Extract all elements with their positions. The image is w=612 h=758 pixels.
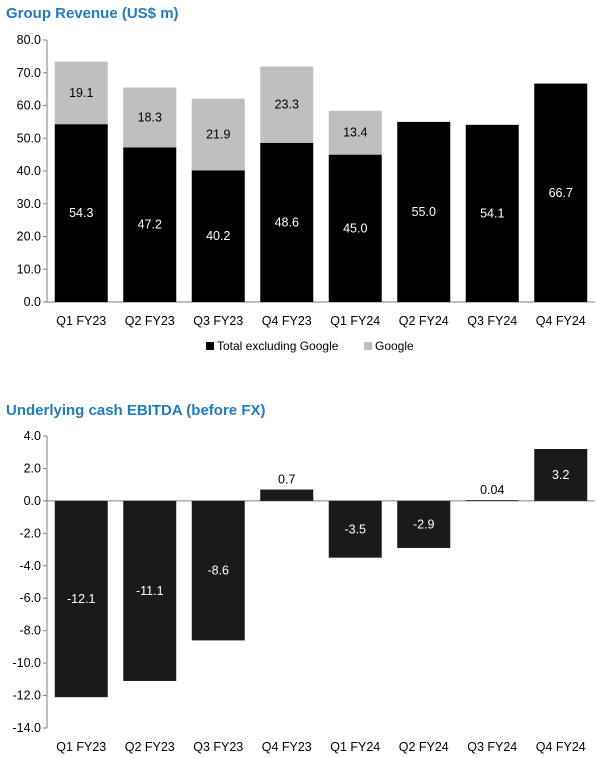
y-tick-label: 80.0 [17, 33, 41, 47]
data-label-ebitda: 3.2 [552, 468, 569, 482]
data-label-total-excl-google: 45.0 [343, 221, 367, 235]
data-label-total-excl-google: 55.0 [412, 205, 436, 219]
legend-swatch-total-excl-google [206, 342, 214, 350]
data-label-ebitda: -12.1 [67, 592, 96, 606]
bar-total-excl-google [191, 170, 245, 302]
y-tick-label: 70.0 [17, 66, 41, 80]
y-tick-label: -14.0 [13, 721, 42, 735]
data-label-ebitda: 0.04 [480, 483, 504, 497]
bar-total-excl-google [260, 142, 314, 302]
y-tick-label: 50.0 [17, 131, 41, 145]
x-tick-label: Q3 FY23 [193, 314, 243, 328]
y-tick-label: -2.0 [19, 526, 41, 540]
data-label-ebitda: 0.7 [278, 473, 295, 487]
data-label-ebitda: -3.5 [344, 522, 366, 536]
y-tick-label: -6.0 [19, 591, 41, 605]
data-label-total-excl-google: 54.1 [480, 206, 504, 220]
legend-label-google: Google [375, 339, 414, 353]
y-tick-label: 10.0 [17, 262, 41, 276]
bar-ebitda [191, 500, 245, 641]
y-tick-label: 0.0 [24, 494, 41, 508]
x-tick-label: Q2 FY24 [399, 740, 449, 754]
y-tick-label: -10.0 [13, 656, 42, 670]
data-label-total-excl-google: 48.6 [275, 215, 299, 229]
bar-ebitda [123, 500, 177, 681]
x-tick-label: Q1 FY24 [330, 314, 380, 328]
y-tick-label: -4.0 [19, 559, 41, 573]
bar-total-excl-google [465, 124, 519, 302]
data-label-google: 19.1 [69, 86, 93, 100]
y-tick-label: 40.0 [17, 164, 41, 178]
bar-total-excl-google [328, 154, 382, 302]
bar-google [191, 98, 245, 171]
ebitda-chart-title: Underlying cash EBITDA (before FX) [6, 402, 266, 419]
y-tick-label: 4.0 [24, 429, 41, 443]
bar-google [54, 61, 108, 125]
bar-google [260, 66, 314, 143]
data-label-google: 23.3 [275, 98, 299, 112]
y-tick-label: 60.0 [17, 99, 41, 113]
bar-ebitda [465, 500, 519, 502]
bar-google [328, 110, 382, 155]
x-tick-label: Q4 FY24 [536, 740, 586, 754]
data-label-total-excl-google: 47.2 [138, 218, 162, 232]
bar-google [123, 87, 177, 148]
y-tick-label: -8.0 [19, 624, 41, 638]
y-tick-label: 2.0 [24, 461, 41, 475]
bar-total-excl-google [54, 124, 108, 302]
data-label-total-excl-google: 54.3 [69, 206, 93, 220]
data-label-google: 13.4 [343, 126, 367, 140]
bar-ebitda [534, 448, 588, 501]
x-tick-label: Q1 FY24 [330, 740, 380, 754]
x-tick-label: Q3 FY24 [467, 740, 517, 754]
x-tick-label: Q3 FY23 [193, 740, 243, 754]
revenue-chart-title: Group Revenue (US$ m) [6, 5, 179, 22]
bar-ebitda [260, 489, 314, 501]
legend-label-total-excl-google: Total excluding Google [217, 339, 339, 353]
data-label-google: 21.9 [206, 127, 230, 141]
y-tick-label: -12.0 [13, 689, 42, 703]
revenue-chart: 0.0 10.0 20.0 30.0 40.0 50.0 60.0 70.0 80.0 54.3 1… [17, 33, 595, 353]
y-tick-label: 20.0 [17, 230, 41, 244]
x-tick-label: Q1 FY23 [56, 740, 106, 754]
x-tick-label: Q1 FY23 [56, 314, 106, 328]
data-label-google: 18.3 [138, 110, 162, 124]
bar-total-excl-google [397, 121, 451, 302]
y-tick-label: 0.0 [24, 295, 41, 309]
data-label-ebitda: -11.1 [136, 584, 164, 598]
data-label-ebitda: -8.6 [207, 564, 229, 578]
x-tick-label: Q4 FY24 [536, 314, 586, 328]
y-tick-label: 30.0 [17, 197, 41, 211]
bar-ebitda [54, 500, 108, 698]
data-label-total-excl-google: 40.2 [206, 229, 230, 243]
x-tick-label: Q4 FY23 [262, 740, 312, 754]
bar-total-excl-google [534, 83, 588, 303]
x-tick-label: Q3 FY24 [467, 314, 517, 328]
data-label-total-excl-google: 66.7 [549, 186, 573, 200]
x-tick-label: Q2 FY23 [125, 314, 175, 328]
bar-ebitda [397, 500, 451, 548]
x-tick-label: Q2 FY24 [399, 314, 449, 328]
x-tick-label: Q2 FY23 [125, 740, 175, 754]
x-tick-label: Q4 FY23 [262, 314, 312, 328]
bar-ebitda [328, 500, 382, 558]
data-label-ebitda: -2.9 [413, 517, 435, 531]
legend-swatch-google [364, 342, 372, 350]
bar-total-excl-google [123, 147, 177, 302]
